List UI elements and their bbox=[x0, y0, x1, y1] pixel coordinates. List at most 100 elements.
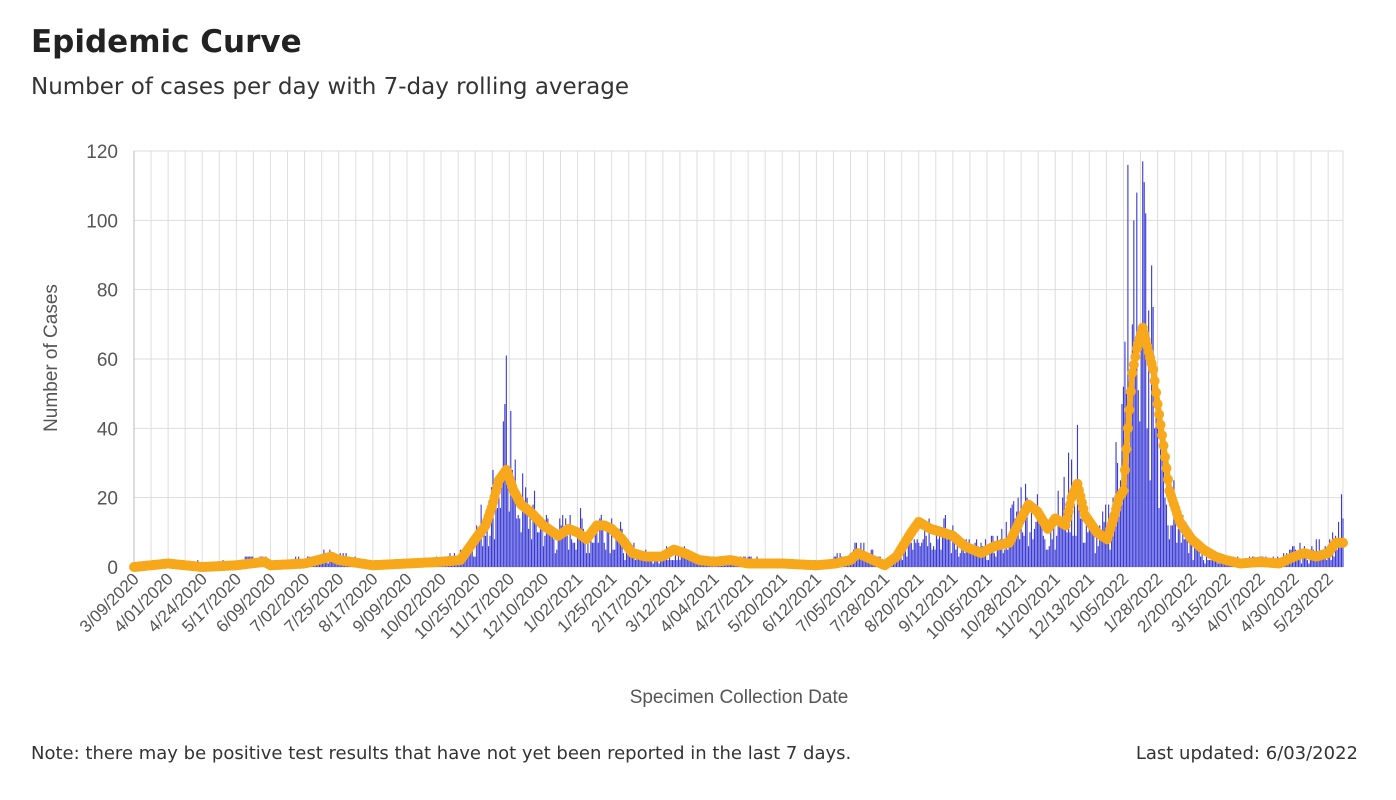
case-bar bbox=[514, 459, 516, 567]
case-bar bbox=[1113, 508, 1116, 567]
case-bar bbox=[566, 535, 568, 567]
rolling-average-point bbox=[1122, 423, 1133, 434]
case-bar bbox=[946, 539, 948, 567]
case-bar bbox=[526, 497, 528, 567]
case-bar bbox=[1044, 539, 1046, 567]
case-bar bbox=[1197, 546, 1199, 567]
case-bar bbox=[1066, 532, 1068, 567]
case-bar bbox=[533, 490, 536, 567]
case-bar bbox=[979, 553, 981, 567]
case-bar bbox=[1336, 549, 1338, 567]
case-bar bbox=[909, 542, 911, 567]
case-bar bbox=[1146, 428, 1148, 567]
case-bar bbox=[499, 508, 501, 567]
case-bar bbox=[505, 355, 507, 567]
case-bar bbox=[498, 497, 500, 567]
case-bar bbox=[606, 521, 608, 567]
case-bar bbox=[1014, 518, 1016, 567]
case-bar bbox=[928, 518, 930, 567]
case-bar bbox=[634, 560, 636, 567]
case-bar bbox=[551, 528, 553, 567]
case-bar bbox=[1079, 518, 1081, 567]
case-bar bbox=[581, 518, 583, 567]
case-bar bbox=[1032, 539, 1034, 567]
case-bar bbox=[927, 546, 929, 567]
case-bar bbox=[468, 549, 470, 567]
case-bar bbox=[617, 535, 619, 567]
case-bar bbox=[1149, 480, 1151, 567]
case-bar bbox=[1051, 539, 1053, 567]
case-bar bbox=[995, 556, 997, 567]
case-bar bbox=[1155, 372, 1157, 567]
case-bar bbox=[1128, 445, 1130, 567]
case-bar bbox=[603, 542, 605, 567]
case-bar bbox=[1207, 560, 1209, 567]
case-bar bbox=[915, 542, 917, 567]
case-bar bbox=[1030, 504, 1033, 567]
case-bar bbox=[1050, 532, 1052, 567]
case-bar bbox=[489, 535, 491, 567]
case-bar bbox=[953, 539, 955, 567]
case-bar bbox=[958, 556, 960, 567]
case-bar bbox=[609, 553, 611, 567]
case-bar bbox=[571, 539, 573, 567]
case-bar bbox=[952, 525, 954, 567]
case-bar bbox=[1201, 553, 1203, 567]
case-bar bbox=[572, 542, 574, 567]
case-bar bbox=[663, 556, 665, 567]
case-bar bbox=[490, 487, 493, 567]
daily-case-bars bbox=[149, 161, 1344, 568]
case-bar bbox=[1182, 515, 1184, 567]
case-bar bbox=[999, 539, 1001, 567]
case-bar bbox=[563, 535, 565, 567]
case-bar bbox=[1185, 521, 1187, 567]
case-bar bbox=[1035, 521, 1037, 567]
case-bar bbox=[1217, 563, 1219, 567]
case-bar bbox=[1042, 535, 1044, 567]
case-bar bbox=[1296, 556, 1298, 567]
case-bar bbox=[1302, 553, 1304, 567]
case-bar bbox=[941, 528, 944, 567]
case-bar bbox=[1317, 556, 1319, 567]
case-bar bbox=[912, 549, 914, 567]
case-bar bbox=[1004, 549, 1006, 567]
case-bar bbox=[565, 518, 567, 567]
case-bar bbox=[949, 532, 951, 567]
y-tick-label: 100 bbox=[86, 211, 118, 232]
case-bar bbox=[1159, 435, 1162, 567]
case-bar bbox=[1109, 549, 1111, 567]
case-bar bbox=[1183, 539, 1185, 567]
rolling-average-point bbox=[1151, 387, 1162, 398]
case-bar bbox=[1007, 549, 1009, 567]
case-bar bbox=[1340, 494, 1343, 567]
case-bar bbox=[1139, 421, 1141, 567]
case-bar bbox=[1082, 542, 1084, 567]
case-bar bbox=[532, 504, 534, 567]
case-bar bbox=[1100, 532, 1102, 567]
case-bar bbox=[1157, 414, 1159, 567]
case-bar bbox=[1314, 556, 1316, 567]
case-bar bbox=[1002, 553, 1004, 567]
case-bar bbox=[333, 560, 335, 567]
case-bar bbox=[639, 560, 641, 567]
case-bar bbox=[1223, 563, 1225, 567]
case-bar bbox=[1072, 535, 1074, 567]
case-bar bbox=[519, 518, 521, 567]
case-bar bbox=[934, 549, 936, 567]
rolling-average-point bbox=[1159, 451, 1170, 462]
case-bar bbox=[622, 553, 625, 567]
case-bar bbox=[686, 553, 688, 567]
case-bar bbox=[1111, 525, 1113, 567]
case-bar bbox=[907, 542, 909, 567]
case-bar bbox=[326, 560, 328, 567]
case-bar bbox=[327, 563, 329, 567]
y-tick-label: 20 bbox=[97, 489, 118, 510]
case-bar bbox=[1088, 515, 1090, 567]
case-bar bbox=[495, 487, 497, 567]
case-bar bbox=[631, 549, 633, 567]
case-bar bbox=[531, 539, 533, 567]
case-bar bbox=[906, 556, 908, 567]
case-bar bbox=[324, 560, 326, 567]
case-bar bbox=[471, 549, 473, 567]
case-bar bbox=[943, 518, 945, 567]
